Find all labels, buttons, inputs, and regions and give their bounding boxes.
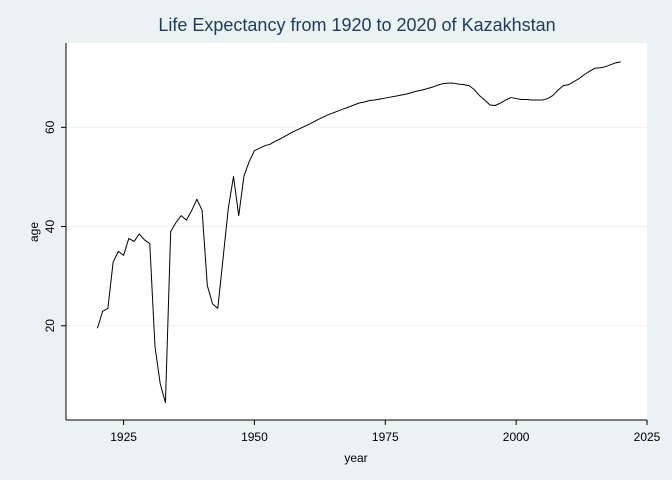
x-axis-label: year <box>344 451 367 465</box>
y-tick-label: 20 <box>43 319 57 333</box>
x-tick-label: 1950 <box>241 430 268 444</box>
plot-area <box>66 43 647 420</box>
y-tick-label: 60 <box>43 120 57 134</box>
x-tick-label: 2000 <box>503 430 530 444</box>
gridlines <box>66 126 647 327</box>
x-tick-label: 1925 <box>110 430 137 444</box>
x-tick-label: 1975 <box>372 430 399 444</box>
series-group <box>96 61 621 404</box>
y-axis-label: age <box>27 222 41 242</box>
x-tick-label: 2025 <box>634 430 661 444</box>
series-line <box>96 61 621 404</box>
y-tick-label: 40 <box>43 220 57 234</box>
chart-title: Life Expectancy from 1920 to 2020 of Kaz… <box>158 15 555 35</box>
x-axis-ticks: 1925 1950 1975 2000 2025 <box>110 420 661 444</box>
y-axis-ticks: 20 40 60 <box>43 120 66 332</box>
